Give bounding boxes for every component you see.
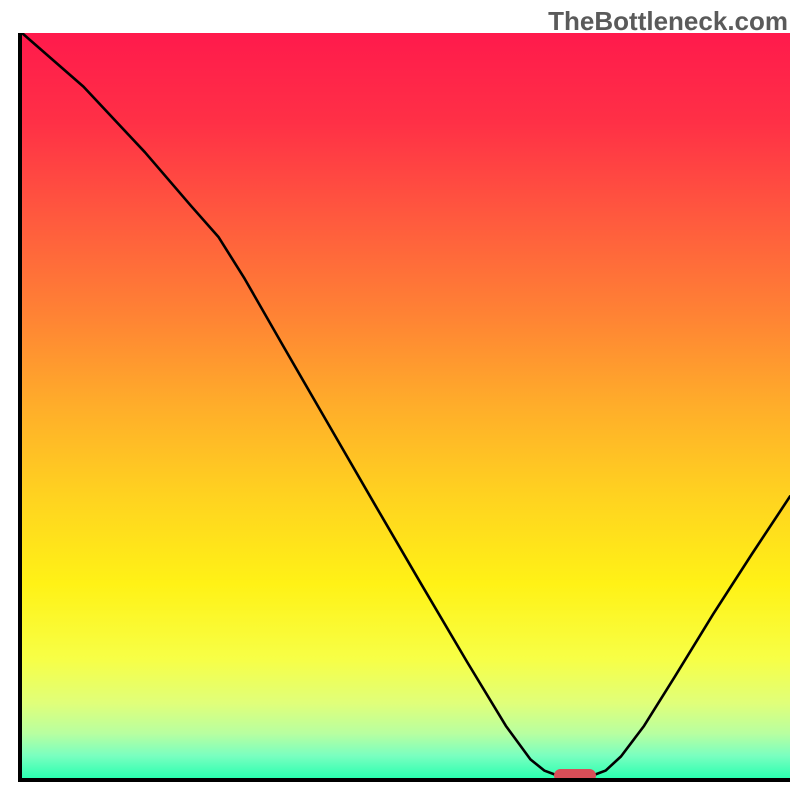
curve-line bbox=[22, 33, 790, 776]
chart-container: TheBottleneck.com bbox=[0, 0, 800, 800]
watermark-text: TheBottleneck.com bbox=[548, 6, 788, 37]
x-axis-line bbox=[18, 778, 790, 782]
plot-area bbox=[22, 33, 790, 778]
curve-svg bbox=[22, 33, 790, 778]
y-axis-line bbox=[18, 33, 22, 782]
